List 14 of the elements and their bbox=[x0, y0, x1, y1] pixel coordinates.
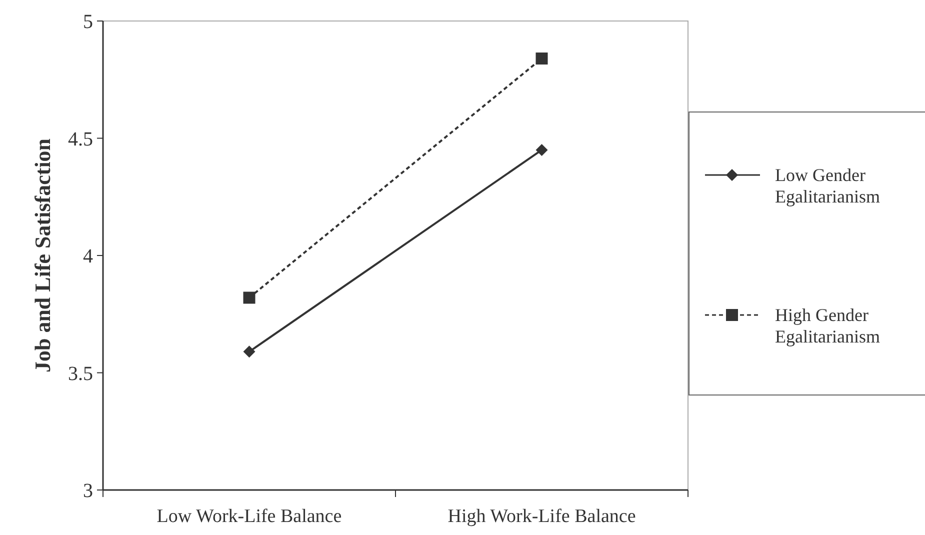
point bbox=[243, 292, 256, 304]
point bbox=[243, 346, 256, 358]
y-tick-label: 4.5 bbox=[68, 128, 93, 150]
y-tick-label: 3.5 bbox=[68, 362, 93, 385]
y-tick-label: 3 bbox=[83, 480, 93, 502]
x-tick-label: High Work-Life Balance bbox=[448, 506, 636, 527]
y-axis-title: Job and Life Satisfaction bbox=[30, 138, 55, 373]
point bbox=[536, 52, 548, 65]
x-tick-label: Low Work-Life Balance bbox=[156, 506, 342, 527]
legend-label: Low Gender Egalitarianism bbox=[775, 165, 880, 207]
point bbox=[536, 144, 548, 156]
y-tick-label: 4 bbox=[83, 246, 93, 268]
legend-label: High Gender Egalitarianism bbox=[775, 305, 880, 347]
y-tick-label: 5 bbox=[83, 11, 93, 33]
